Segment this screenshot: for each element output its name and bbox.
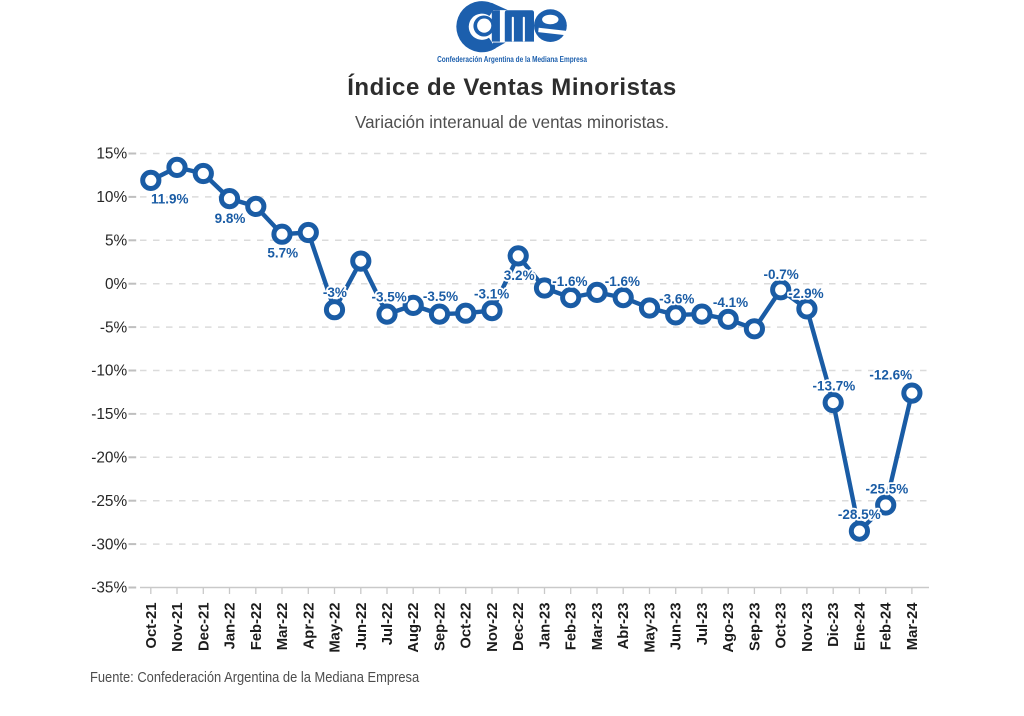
svg-text:Ago-23: Ago-23 — [721, 603, 737, 653]
svg-text:Dic-23: Dic-23 — [826, 603, 842, 647]
svg-text:-15%: -15% — [91, 406, 127, 423]
svg-text:9.8%: 9.8% — [215, 211, 246, 226]
svg-text:3.2%: 3.2% — [504, 268, 535, 283]
svg-text:Nov-23: Nov-23 — [800, 603, 816, 652]
svg-text:Sep-23: Sep-23 — [747, 603, 763, 652]
svg-text:Oct-21: Oct-21 — [144, 603, 160, 649]
svg-text:Mar-24: Mar-24 — [905, 602, 921, 650]
svg-text:-3.5%: -3.5% — [372, 290, 407, 305]
svg-text:-28.5%: -28.5% — [838, 507, 881, 522]
svg-text:-4.1%: -4.1% — [713, 295, 748, 310]
svg-text:11.9%: 11.9% — [151, 191, 189, 206]
svg-text:-20%: -20% — [91, 450, 127, 467]
svg-text:Jun-23: Jun-23 — [669, 603, 685, 651]
svg-text:-12.6%: -12.6% — [869, 368, 912, 383]
svg-text:May-23: May-23 — [643, 603, 659, 653]
svg-text:10%: 10% — [96, 189, 127, 206]
svg-text:5%: 5% — [105, 233, 128, 250]
svg-text:Oct-23: Oct-23 — [774, 603, 790, 649]
svg-text:-1.6%: -1.6% — [605, 274, 640, 289]
svg-text:-35%: -35% — [91, 580, 127, 597]
svg-text:Jan-22: Jan-22 — [223, 603, 239, 650]
svg-text:Abr-23: Abr-23 — [616, 603, 632, 650]
svg-text:Jul-23: Jul-23 — [695, 603, 711, 646]
svg-text:Apr-22: Apr-22 — [301, 603, 317, 650]
svg-text:Jul-22: Jul-22 — [380, 603, 396, 646]
svg-text:Mar-23: Mar-23 — [590, 603, 606, 651]
svg-text:Nov-21: Nov-21 — [170, 603, 186, 652]
svg-text:-3.6%: -3.6% — [659, 292, 694, 307]
svg-text:Aug-22: Aug-22 — [406, 603, 422, 653]
svg-text:-0.7%: -0.7% — [763, 267, 798, 282]
svg-text:5.7%: 5.7% — [267, 246, 298, 261]
svg-text:-3.5%: -3.5% — [423, 289, 458, 304]
svg-text:Ene-24: Ene-24 — [852, 602, 868, 651]
svg-text:Jun-22: Jun-22 — [354, 603, 370, 651]
svg-text:-3.1%: -3.1% — [474, 287, 509, 302]
svg-text:Feb-24: Feb-24 — [879, 602, 895, 650]
svg-text:-13.7%: -13.7% — [813, 378, 856, 393]
svg-text:Dec-21: Dec-21 — [196, 603, 212, 652]
svg-text:-3%: -3% — [323, 285, 347, 300]
svg-text:-10%: -10% — [91, 363, 127, 380]
svg-text:-5%: -5% — [100, 319, 128, 336]
svg-text:-2.9%: -2.9% — [788, 286, 823, 301]
svg-text:Mar-22: Mar-22 — [275, 603, 291, 651]
svg-text:Nov-22: Nov-22 — [485, 603, 501, 652]
svg-text:Feb-22: Feb-22 — [249, 603, 265, 651]
svg-text:-25%: -25% — [91, 493, 127, 510]
svg-text:Jan-23: Jan-23 — [538, 603, 554, 650]
svg-text:Sep-22: Sep-22 — [433, 603, 449, 652]
svg-text:0%: 0% — [105, 276, 128, 293]
svg-text:-30%: -30% — [91, 536, 127, 553]
svg-text:-25.5%: -25.5% — [866, 482, 909, 497]
svg-text:Oct-22: Oct-22 — [459, 603, 475, 649]
svg-text:Feb-23: Feb-23 — [564, 603, 580, 651]
svg-text:15%: 15% — [96, 146, 127, 163]
svg-text:-1.6%: -1.6% — [552, 274, 587, 289]
svg-text:Dec-22: Dec-22 — [511, 603, 527, 652]
svg-text:May-22: May-22 — [328, 603, 344, 653]
